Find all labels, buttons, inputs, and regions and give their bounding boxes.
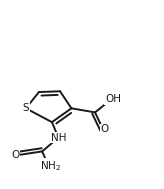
Text: S: S — [23, 103, 29, 113]
Text: O: O — [101, 125, 109, 134]
Text: NH: NH — [51, 133, 66, 143]
Text: OH: OH — [105, 94, 121, 104]
Text: NH$_2$: NH$_2$ — [40, 159, 61, 173]
Text: O: O — [11, 150, 20, 160]
